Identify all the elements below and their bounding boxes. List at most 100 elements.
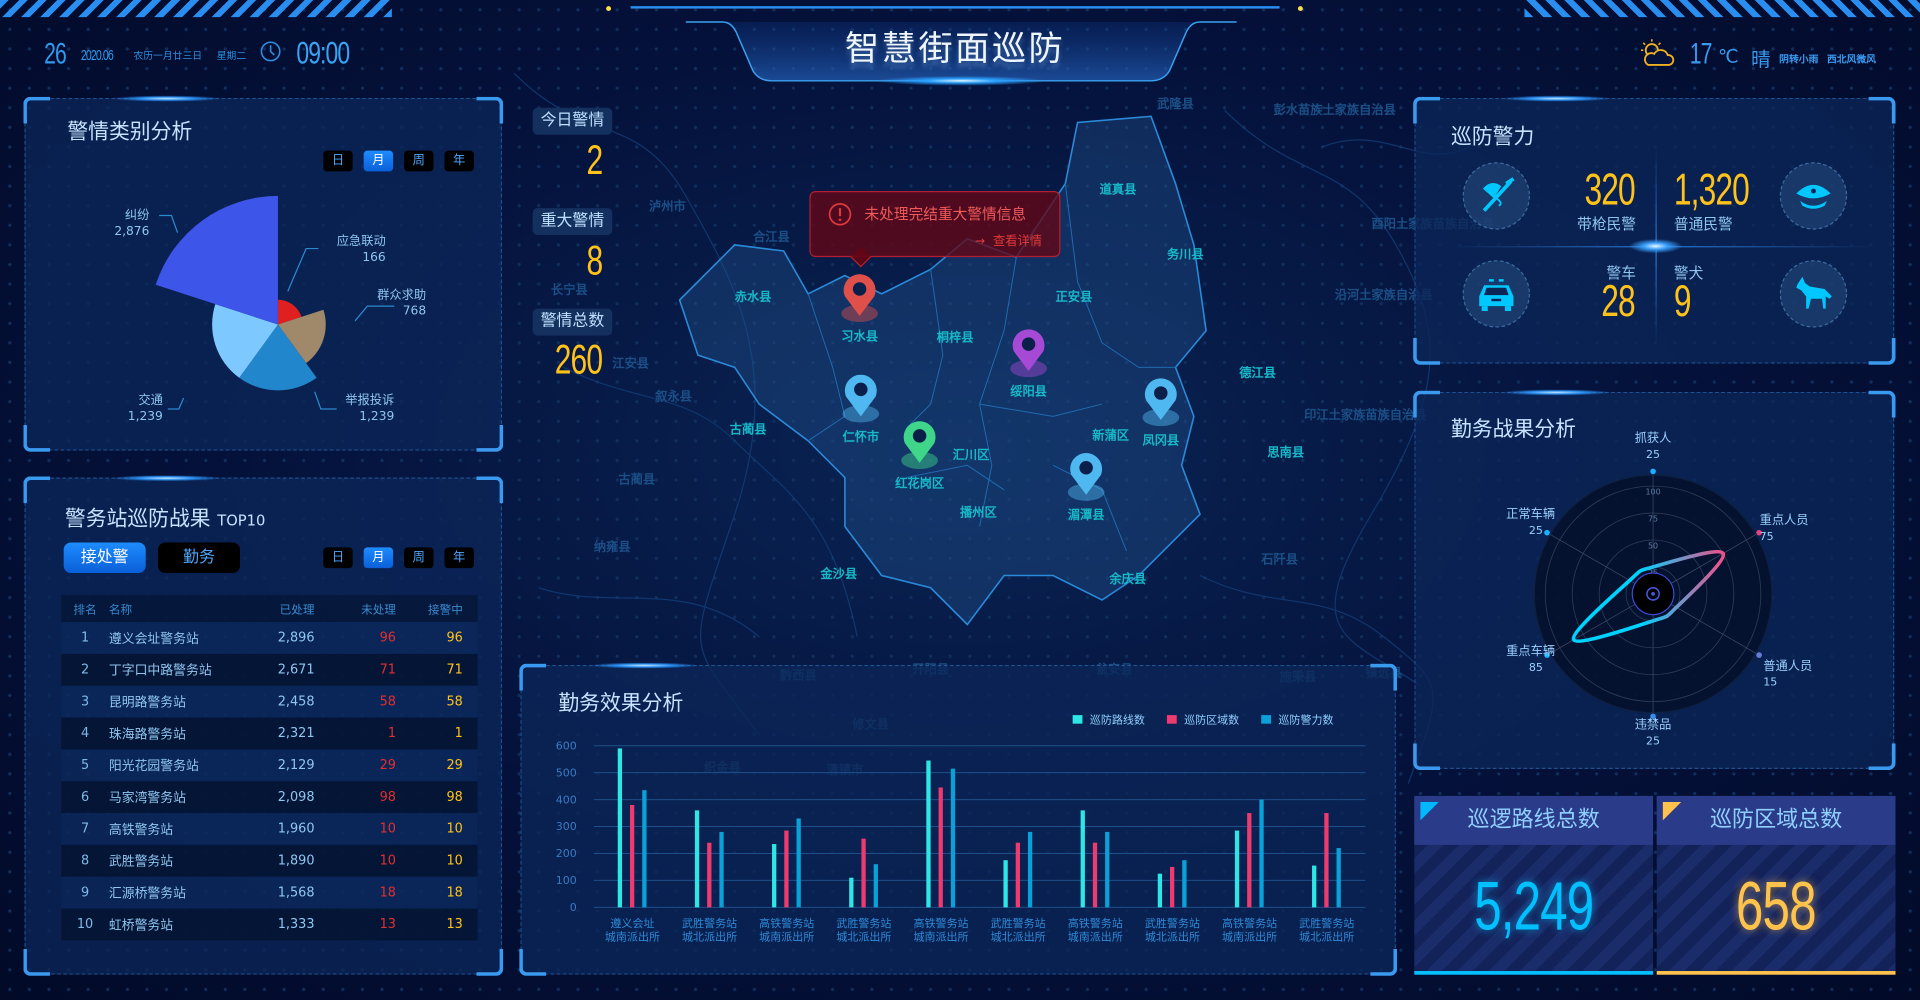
- bar[interactable]: [617, 748, 623, 908]
- table-row[interactable]: 3 昆明路警务站 2,458 58 58: [61, 685, 478, 718]
- patrol-routes-total-card: 巡逻路线总数 5,249: [1414, 795, 1654, 975]
- period-day-button[interactable]: 日: [323, 150, 353, 172]
- partly-cloudy-sun-icon: [1640, 39, 1675, 66]
- map-region-label[interactable]: 金沙县: [819, 566, 857, 581]
- bar[interactable]: [1324, 813, 1329, 908]
- map-region-label[interactable]: 习水县: [841, 328, 878, 343]
- map-pin-icon[interactable]: [841, 274, 878, 323]
- name-cell: 高铁警务站: [108, 822, 174, 837]
- map-region-label[interactable]: 新蒲区: [1092, 428, 1129, 443]
- map-region-label[interactable]: 余庆县: [1108, 571, 1146, 586]
- period-day-button[interactable]: 日: [323, 547, 353, 569]
- period-week-button[interactable]: 周: [404, 150, 434, 172]
- period-year-button[interactable]: 年: [444, 150, 474, 172]
- major-alert-popup[interactable]: 未处理完结重大警情信息 → 查看详情: [809, 191, 1061, 268]
- bar[interactable]: [1170, 866, 1175, 908]
- map-region-label[interactable]: 思南县: [1267, 445, 1304, 460]
- bar[interactable]: [784, 830, 789, 908]
- bar[interactable]: [1336, 848, 1341, 908]
- bar[interactable]: [861, 838, 866, 908]
- map-region-label: 合江县: [753, 229, 790, 244]
- bar[interactable]: [950, 768, 956, 908]
- table-row[interactable]: 8 武胜警务站 1,890 10 10: [61, 844, 478, 877]
- bar[interactable]: [694, 810, 700, 908]
- tab-duty[interactable]: 勤务: [157, 542, 241, 574]
- table-row[interactable]: 6 马家湾警务站 2,098 98 98: [61, 781, 478, 814]
- panel-title: 警情类别分析: [67, 120, 193, 145]
- map-pin-icon[interactable]: [1142, 378, 1180, 427]
- legend-item[interactable]: 巡防警力数: [1261, 711, 1334, 727]
- bar[interactable]: [630, 804, 635, 908]
- in-progress-cell: 10: [446, 853, 463, 869]
- bar[interactable]: [1105, 831, 1110, 908]
- map-region-label[interactable]: 汇川区: [953, 448, 990, 462]
- map-region-label[interactable]: 古蔺县: [730, 421, 767, 436]
- pie-slice[interactable]: [212, 304, 278, 378]
- bar[interactable]: [1182, 860, 1187, 908]
- map-region-label[interactable]: 绥阳县: [1010, 384, 1047, 399]
- bar[interactable]: [1003, 860, 1008, 908]
- map-region-label: 古蔺县: [618, 472, 655, 487]
- bar[interactable]: [642, 790, 647, 908]
- period-month-button[interactable]: 月: [363, 547, 394, 569]
- bar[interactable]: [772, 844, 777, 908]
- legend-item[interactable]: 巡防区域数: [1166, 711, 1239, 727]
- bar-legend: 巡防路线数 巡防区域数 巡防警力数: [1072, 711, 1334, 727]
- map-region-label[interactable]: 凤冈县: [1142, 433, 1179, 447]
- map-region-label[interactable]: 正安县: [1056, 289, 1093, 304]
- view-details-link[interactable]: → 查看详情: [975, 235, 1043, 249]
- bar[interactable]: [1157, 873, 1163, 908]
- x-tick-label: 武胜警务站城北派出所: [682, 916, 737, 943]
- map-region-label[interactable]: 播州区: [960, 505, 997, 520]
- period-week-button[interactable]: 周: [404, 547, 434, 569]
- period-year-button[interactable]: 年: [444, 547, 474, 569]
- legend-item[interactable]: 巡防路线数: [1072, 711, 1145, 727]
- bar[interactable]: [849, 877, 854, 908]
- processed-cell: 2,098: [277, 789, 315, 805]
- map-region-label[interactable]: 道真县: [1100, 181, 1137, 196]
- bar[interactable]: [1247, 813, 1252, 908]
- map-region-label[interactable]: 赤水县: [735, 289, 772, 304]
- radar-axis-dot: [1544, 652, 1550, 658]
- map-region-label[interactable]: 湄潭县: [1068, 507, 1105, 522]
- pie-slice[interactable]: [277, 309, 326, 364]
- bar[interactable]: [873, 864, 878, 908]
- rank-cell: 3: [80, 694, 90, 709]
- bar[interactable]: [707, 842, 712, 908]
- period-month-button[interactable]: 月: [363, 150, 394, 172]
- table-row[interactable]: 9 汇源桥警务站 1,568 18 18: [61, 876, 478, 909]
- table-row[interactable]: 10 虹桥警务站 1,333 13 13: [61, 908, 478, 941]
- pie-slice[interactable]: [155, 195, 278, 325]
- bar[interactable]: [926, 760, 931, 908]
- bar[interactable]: [1015, 842, 1021, 908]
- table-row[interactable]: 5 阳光花园警务站 2,129 29 29: [61, 749, 478, 782]
- bar[interactable]: [719, 831, 724, 908]
- map-region-label[interactable]: 务川县: [1167, 246, 1204, 261]
- bar[interactable]: [938, 787, 943, 908]
- bar[interactable]: [1234, 830, 1240, 908]
- bar[interactable]: [1092, 842, 1098, 908]
- table-row[interactable]: 2 丁字口中路警务站 2,671 71 71: [61, 653, 478, 686]
- bar[interactable]: [1259, 799, 1264, 908]
- bar[interactable]: [1312, 865, 1317, 908]
- map-region-label[interactable]: 德江县: [1238, 365, 1276, 380]
- map-region-label[interactable]: 桐梓县: [937, 330, 974, 345]
- tab-dispatch[interactable]: 接处警: [63, 542, 146, 574]
- bar[interactable]: [1027, 831, 1033, 908]
- map-pin-icon[interactable]: [1010, 329, 1047, 378]
- bar[interactable]: [796, 818, 801, 908]
- map-pin-icon[interactable]: [1067, 453, 1105, 501]
- map-region-label[interactable]: 仁怀市: [842, 429, 879, 444]
- table-row[interactable]: 1 遵义会址警务站 2,896 96 96: [61, 622, 478, 654]
- table-row[interactable]: 7 高铁警务站 1,960 10 10: [61, 813, 478, 845]
- pie-slice[interactable]: [239, 324, 317, 391]
- major-alerts-label: 重大警情: [532, 208, 613, 236]
- name-cell: 虹桥警务站: [108, 917, 174, 933]
- map-pin-icon[interactable]: [901, 421, 938, 469]
- table-row[interactable]: 4 珠海路警务站 2,321 1 1: [61, 717, 478, 750]
- map-region-label[interactable]: 红花岗区: [895, 475, 944, 490]
- x-tick-label: 武胜警务站城北派出所: [836, 916, 891, 943]
- pie-slice[interactable]: [277, 299, 302, 325]
- map-pin-icon[interactable]: [842, 374, 880, 423]
- bar[interactable]: [1080, 810, 1085, 908]
